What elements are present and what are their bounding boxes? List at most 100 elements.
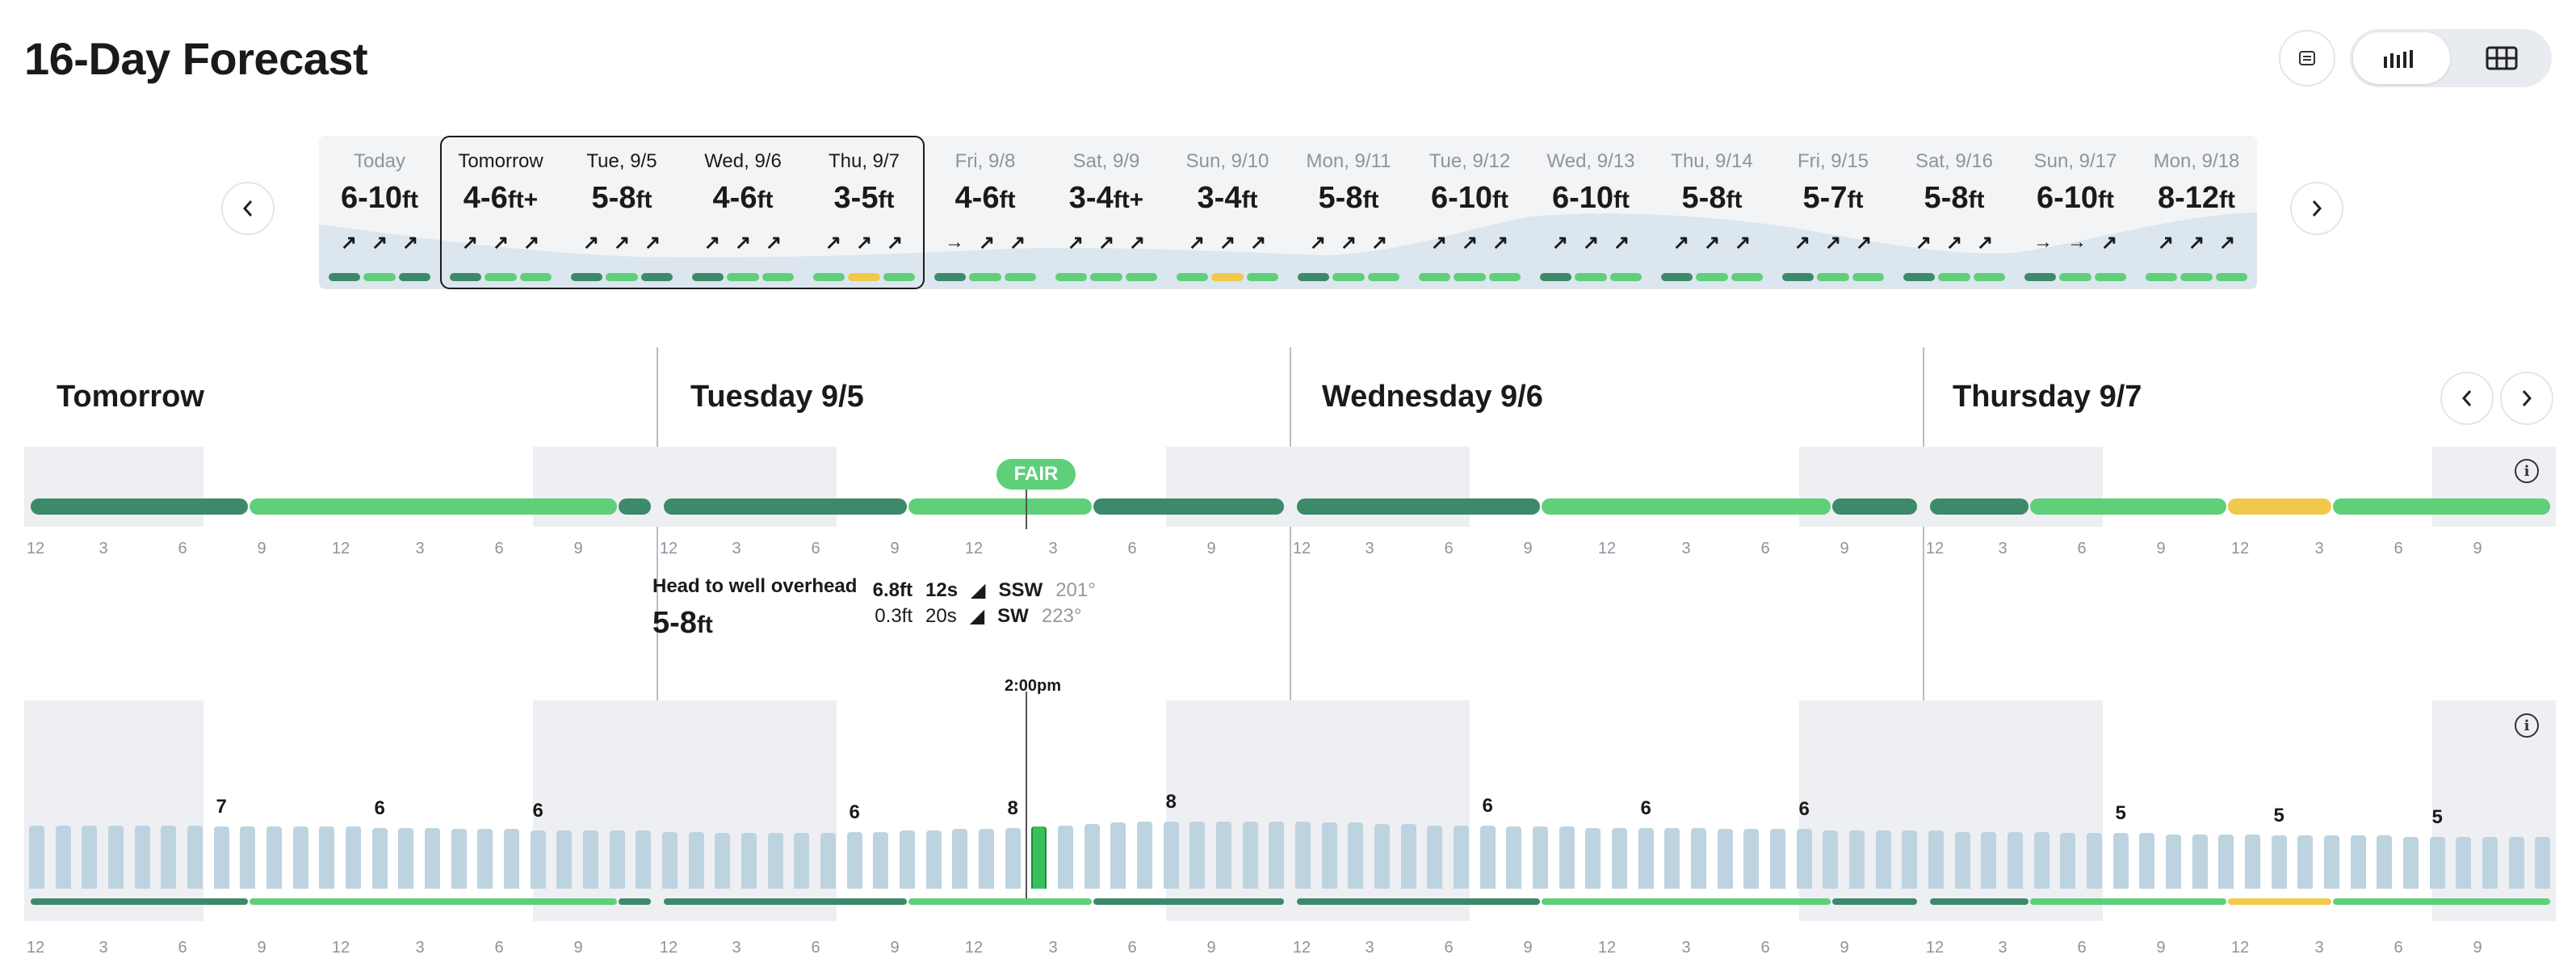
day-name: Sat, 9/9 [1072,150,1140,172]
chevron-left-icon [242,200,253,217]
wave-height-bar [2271,835,2287,889]
day-card[interactable]: Tue, 9/5 5-8ft ↗ ↗ ↗ [561,136,682,289]
day-card[interactable]: Sat, 9/9 3-4ft+ ↗ ↗ ↗ [1046,136,1167,289]
hour-tick-label: 9 [573,939,583,957]
chart-view-button[interactable] [2350,29,2451,87]
hour-tick-label: 12 [1925,540,1945,557]
hour-tick-label: 9 [2156,939,2166,957]
wave-peak-label: 6 [1640,797,1651,819]
rating-bars [1298,273,1399,281]
rating-segment [2333,898,2550,905]
wind-arrow-icon: ↗ [1461,232,1479,254]
wave-peak-label: 6 [374,797,385,819]
surf-unit: ft [2219,187,2236,213]
day-card[interactable]: Today 6-10ft ↗ ↗ ↗ [319,136,440,289]
surf-unit: ft [878,187,895,213]
wave-height-bar [2192,834,2208,889]
wind-arrow-icon: ↗ [824,232,841,254]
hour-tick-label: 3 [1681,939,1691,957]
surf-range: 4-6 [463,181,508,215]
wave-height-bar [1084,824,1100,889]
day-card[interactable]: Wed, 9/13 6-10ft ↗ ↗ ↗ [1530,136,1651,289]
view-toggle[interactable] [2350,29,2552,87]
day-card[interactable]: Thu, 9/14 5-8ft ↗ ↗ ↗ [1651,136,1773,289]
wave-height-bar [662,831,678,889]
calendar-icon [2299,51,2315,65]
wave-height-bar [2008,831,2023,889]
wave-height-bar [292,826,308,889]
rating-segment [31,498,248,515]
wave-height-bar [1400,824,1416,889]
rating-segment [2029,498,2226,515]
rating-bar [969,273,1001,281]
rating-segment [1297,898,1541,905]
wave-height-bar [2535,837,2551,889]
info-icon[interactable]: i [2515,459,2539,483]
rating-bars [1782,273,1884,281]
rating-bars [329,273,430,281]
wind-arrow-icon: ↗ [1492,232,1509,254]
wave-height-bar [1981,831,1997,889]
day-card[interactable]: Fri, 9/15 5-7ft ↗ ↗ ↗ [1773,136,1894,289]
wave-height-bar [1770,829,1785,889]
calendar-view-button[interactable] [2279,30,2335,86]
wind-arrow-icon: ↗ [703,232,720,254]
wave-height-bar [477,829,493,889]
hour-tick-label: 9 [1523,939,1533,957]
rating-bar [727,273,759,281]
wind-arrow-icon: ↗ [1430,232,1447,254]
surf-range: 5-8 [1681,181,1726,215]
strip-prev-button[interactable] [221,182,275,235]
rating-bars [2024,273,2126,281]
night-shading [1166,700,1471,921]
rating-bar [1661,273,1693,281]
hour-tick-label: 9 [2473,540,2482,557]
day-surf-height: 5-8ft [1651,181,1773,216]
rating-bar [934,273,967,281]
day-card[interactable]: Tomorrow 4-6ft+ ↗ ↗ ↗ [440,136,561,289]
hour-tick-label: 12 [26,939,45,957]
rating-bar [329,273,361,281]
day-card[interactable]: Fri, 9/8 4-6ft → ↗ ↗ [925,136,1046,289]
day-surf-height: 5-7ft [1773,181,1894,216]
wave-height-bar [1849,831,1865,889]
wave-height-bar [1928,831,1944,889]
wave-height-bar [371,827,388,889]
day-card[interactable]: Tue, 9/12 6-10ft ↗ ↗ ↗ [1409,136,1530,289]
wave-height-bar [556,831,573,889]
wave-height-bar [1189,821,1206,889]
surf-unit: ft [402,187,419,213]
strip-next-button[interactable] [2290,182,2343,235]
wind-arrow-icon: ↗ [1915,232,1932,254]
day-card[interactable]: Sun, 9/10 3-4ft ↗ ↗ ↗ [1167,136,1288,289]
wind-arrows: → ↗ ↗ [925,231,1046,254]
day-card[interactable]: Mon, 9/11 5-8ft ↗ ↗ ↗ [1288,136,1409,289]
surf-unit: ft+ [507,187,539,213]
hour-tick-label: 6 [1444,540,1454,557]
info-icon[interactable]: i [2515,713,2539,738]
rating-bar [1177,273,1209,281]
day-card[interactable]: Thu, 9/7 3-5ft ↗ ↗ ↗ [803,136,925,289]
day-card[interactable]: Mon, 9/18 8-12ft ↗ ↗ ↗ [2136,136,2257,289]
wave-height-bar [1454,825,1469,889]
detail-next-button[interactable] [2500,372,2553,425]
hour-tick-label: 12 [1597,540,1617,557]
rating-bar [398,273,430,281]
detail-prev-button[interactable] [2440,372,2494,425]
wave-height-bar [636,831,652,889]
swell-row: 6.8ft 12s ◢ SSW 201° [872,578,1096,602]
day-card[interactable]: Wed, 9/6 4-6ft ↗ ↗ ↗ [682,136,803,289]
rating-bar [2215,273,2247,281]
day-name: Sun, 9/10 [1185,150,1269,172]
wind-arrow-icon: ↗ [887,232,904,254]
wind-arrows: ↗ ↗ ↗ [803,231,925,254]
table-view-button[interactable] [2451,29,2552,87]
hour-tick-label: 9 [573,540,583,557]
hour-tick-label: 12 [1292,939,1311,957]
day-card[interactable]: Sat, 9/16 5-8ft ↗ ↗ ↗ [1894,136,2015,289]
day-card[interactable]: Sun, 9/17 6-10ft → → ↗ [2015,136,2136,289]
rating-bars [1903,273,2005,281]
hour-tick-label: 9 [890,939,900,957]
wind-arrow-icon: → [944,231,964,253]
toggle-knob [2353,32,2450,84]
